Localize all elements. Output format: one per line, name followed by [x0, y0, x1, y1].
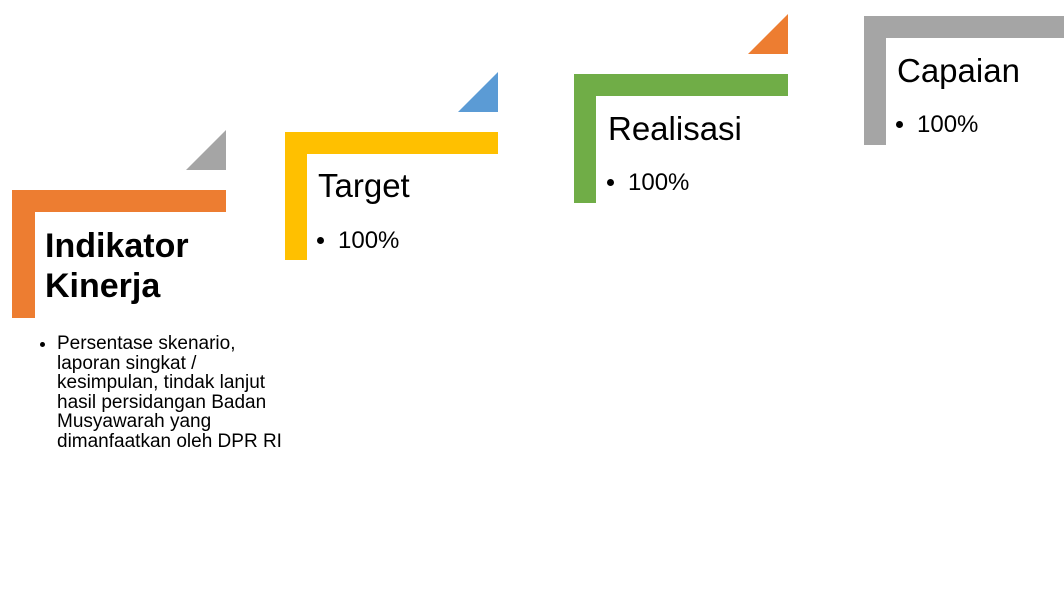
- step-bar-top: [574, 74, 788, 96]
- step-title: Realisasi: [608, 110, 742, 147]
- bullet: 100%: [338, 227, 399, 255]
- step-bar-left: [864, 16, 886, 145]
- step-bullets: 100%: [320, 227, 399, 255]
- step-arrow: [186, 130, 226, 170]
- step-title: Target: [318, 167, 410, 204]
- step-bar-left: [12, 190, 35, 318]
- bullet: 100%: [628, 169, 689, 197]
- step-title: Capaian: [897, 52, 1020, 89]
- step-bullets: 100%: [899, 111, 978, 139]
- step-arrow: [748, 14, 788, 54]
- step-arrow: [458, 72, 498, 112]
- step-bar-left: [574, 74, 596, 203]
- step-bar-top: [864, 16, 1064, 38]
- step-bar-left: [285, 132, 307, 260]
- step-bar-top: [12, 190, 226, 212]
- bullet: Persentase skenario, laporan singkat / k…: [57, 334, 285, 451]
- step-title: Indikator Kinerja: [45, 227, 189, 305]
- step-bullets: 100%: [610, 169, 689, 197]
- bullet: 100%: [917, 111, 978, 139]
- step-bar-top: [285, 132, 498, 154]
- step-bullets: Persentase skenario, laporan singkat / k…: [45, 334, 285, 451]
